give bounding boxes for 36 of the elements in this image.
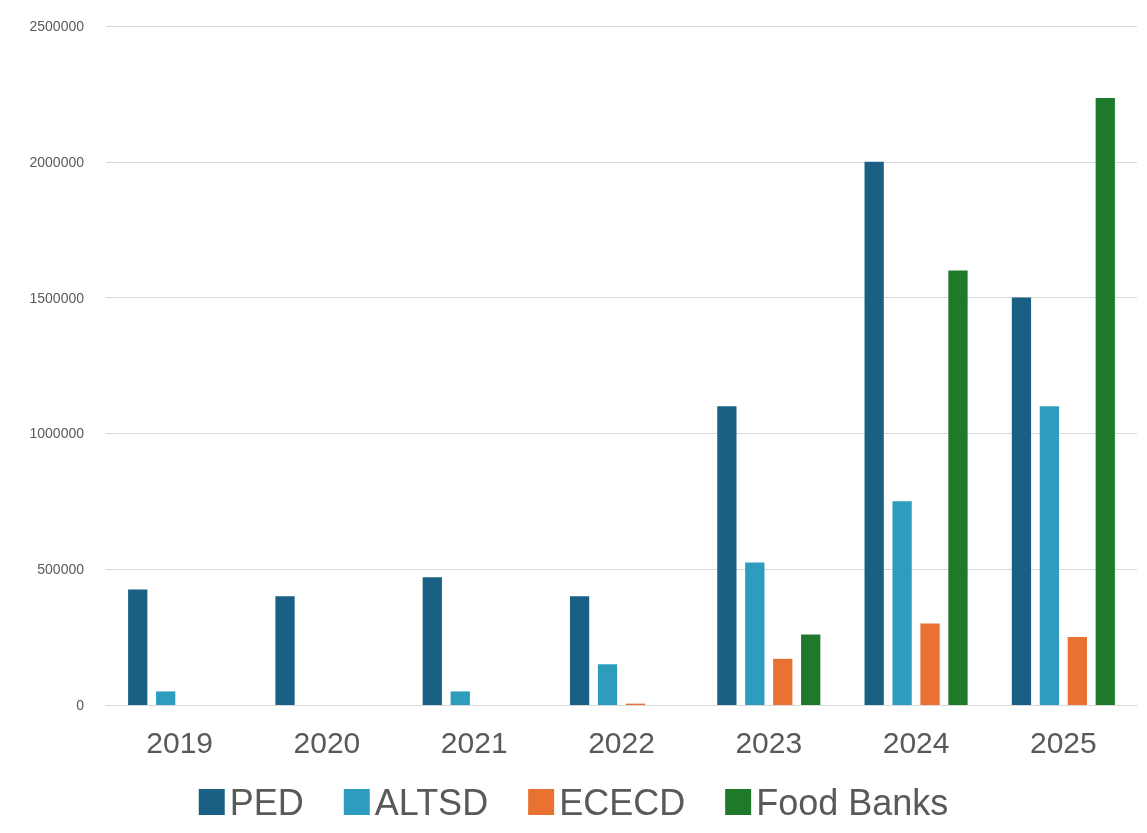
legend-label: ALTSD [374, 781, 489, 823]
bar [422, 577, 442, 705]
bar [864, 161, 884, 705]
y-tick-label: 500000 [37, 561, 85, 578]
bar [801, 634, 821, 705]
x-tick-label: 2019 [146, 725, 214, 759]
bar [1011, 297, 1032, 705]
legend-label: PED [229, 781, 304, 823]
y-tick-label: 2500000 [29, 18, 85, 34]
bar [1039, 406, 1060, 705]
bar [156, 691, 176, 705]
bar [1095, 97, 1115, 705]
x-tick-label: 2025 [1029, 725, 1097, 759]
y-tick-label: 1000000 [29, 425, 85, 442]
legend-label: Food Banks [756, 781, 949, 823]
bar [128, 589, 148, 705]
bar [773, 658, 793, 705]
bar [745, 562, 765, 705]
bar [948, 270, 968, 705]
y-tick-label: 2000000 [29, 153, 85, 170]
x-tick-label: 2022 [588, 725, 655, 759]
y-tick-label: 1500000 [29, 289, 85, 306]
y-tick-label: 0 [76, 697, 85, 713]
bar [920, 623, 940, 705]
bar [717, 406, 737, 705]
x-tick-label: 2020 [293, 725, 361, 759]
x-tick-label: 2021 [440, 725, 508, 759]
bar [450, 691, 470, 705]
bar [1067, 637, 1087, 705]
bar [275, 596, 295, 705]
legend-label: ECECD [559, 781, 686, 823]
x-tick-label: 2024 [882, 725, 950, 759]
bar [892, 501, 912, 705]
bar [569, 596, 590, 705]
x-tick-label: 2023 [735, 725, 803, 759]
bar [597, 664, 618, 705]
